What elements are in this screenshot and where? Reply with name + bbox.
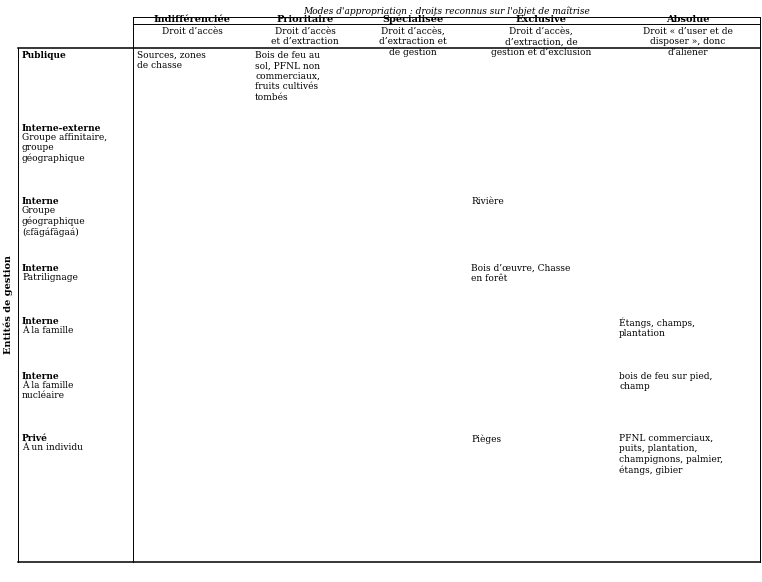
Text: Spécialisée: Spécialisée [383, 15, 443, 24]
Text: À la famille
nucléaire: À la famille nucléaire [22, 381, 73, 400]
Text: Droit d’accès: Droit d’accès [162, 27, 223, 36]
Text: Modes d'appropriation : droits reconnus sur l'objet de maîtrise: Modes d'appropriation : droits reconnus … [303, 6, 590, 16]
Text: Privé: Privé [22, 434, 48, 443]
Text: Groupe
géographique
(ɛfägáfägaá): Groupe géographique (ɛfägáfägaá) [22, 206, 85, 237]
Text: Droit d’accès
et d’extraction: Droit d’accès et d’extraction [271, 27, 339, 47]
Text: bois de feu sur pied,
champ: bois de feu sur pied, champ [619, 372, 712, 392]
Text: Indifférenciée: Indifférenciée [153, 15, 230, 24]
Text: Rivière: Rivière [471, 197, 504, 206]
Text: Absolue: Absolue [666, 15, 709, 24]
Text: Bois d’œuvre, Chasse
en forêt: Bois d’œuvre, Chasse en forêt [471, 264, 571, 283]
Text: À un individu: À un individu [22, 443, 83, 452]
Text: Sources, zones
de chasse: Sources, zones de chasse [137, 51, 206, 70]
Text: Droit d’accès,
d’extraction, de
gestion et d’exclusion: Droit d’accès, d’extraction, de gestion … [491, 27, 591, 57]
Text: Droit d’accès,
d’extraction et
de gestion: Droit d’accès, d’extraction et de gestio… [379, 27, 447, 57]
Text: PFNL commerciaux,
puits, plantation,
champignons, palmier,
étangs, gibier: PFNL commerciaux, puits, plantation, cha… [619, 434, 723, 475]
Text: Groupe affinitaire,
groupe
géographique: Groupe affinitaire, groupe géographique [22, 133, 107, 164]
Text: Étangs, champs,
plantation: Étangs, champs, plantation [619, 317, 695, 338]
Text: À la famille: À la famille [22, 326, 73, 335]
Text: Exclusive: Exclusive [516, 15, 566, 24]
Text: Interne: Interne [22, 264, 59, 273]
Text: Publique: Publique [22, 51, 67, 60]
Text: Pièges: Pièges [471, 434, 501, 443]
Text: Bois de feu au
sol, PFNL non
commerciaux,
fruits cultivés
tombés: Bois de feu au sol, PFNL non commerciaux… [255, 51, 320, 102]
Text: Interne: Interne [22, 372, 59, 381]
Text: Prioritaire: Prioritaire [277, 15, 334, 24]
Text: Interne: Interne [22, 317, 59, 326]
Text: Interne: Interne [22, 197, 59, 206]
Text: Entités de gestion: Entités de gestion [3, 255, 13, 354]
Text: Droit « d’user et de
disposer », donc
d’aliéner: Droit « d’user et de disposer », donc d’… [642, 27, 732, 57]
Text: Interne-externe: Interne-externe [22, 124, 101, 133]
Text: Patrilignage: Patrilignage [22, 273, 78, 282]
